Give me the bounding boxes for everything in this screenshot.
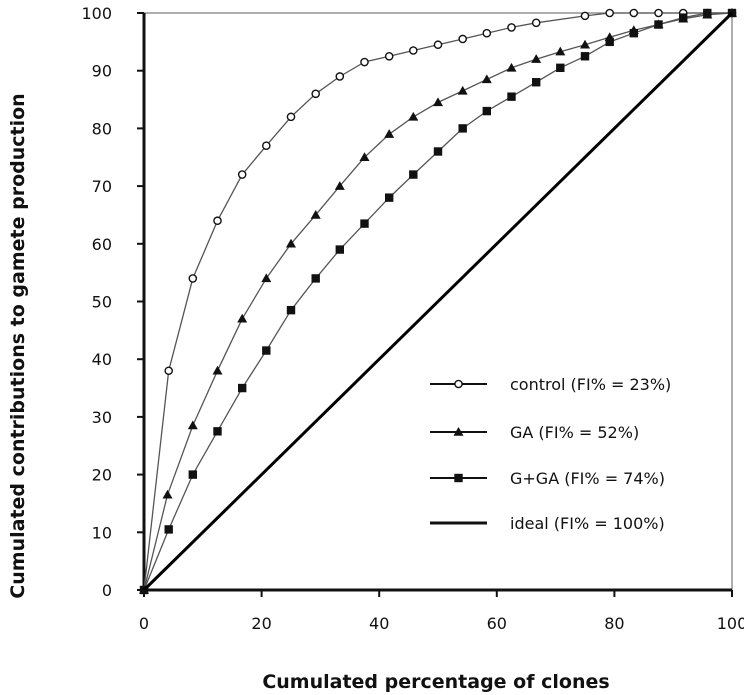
data-point: [164, 525, 173, 534]
series-line: [142, 11, 734, 592]
data-point: [335, 245, 345, 254]
data-point: [580, 39, 590, 49]
series-layer: [139, 8, 737, 595]
data-point: [286, 112, 296, 122]
data-point: [311, 89, 320, 99]
y-axis: 0 10 20 30 40 50 60 70 80 90 100: [81, 4, 144, 600]
data-point: [506, 62, 517, 72]
data-point: [555, 46, 566, 56]
data-point: [556, 63, 565, 73]
data-point: [188, 274, 198, 283]
data-point: [629, 28, 639, 38]
series-g-ga: [139, 8, 737, 595]
data-point: [507, 92, 516, 101]
x-tick-label: 40: [369, 614, 389, 633]
data-point: [654, 20, 663, 29]
data-point: [433, 40, 443, 50]
data-point: [580, 11, 590, 21]
x-tick-label: 0: [139, 614, 149, 633]
data-point: [311, 274, 320, 283]
data-point: [213, 427, 222, 436]
data-point: [237, 383, 247, 393]
data-point: [605, 37, 614, 47]
data-point: [580, 52, 590, 61]
data-point: [262, 346, 271, 355]
data-point: [359, 152, 370, 161]
data-point: [187, 420, 198, 430]
legend-label: ideal (FI% = 100%): [510, 514, 665, 533]
data-point: [261, 273, 272, 283]
legend-item: GA (FI% = 52%): [430, 423, 639, 442]
data-point: [458, 124, 467, 133]
data-point: [481, 74, 492, 84]
data-point: [188, 470, 198, 479]
data-point: [164, 366, 173, 376]
legend-label: control (FI% = 23%): [510, 375, 671, 394]
legend-item: ideal (FI% = 100%): [430, 514, 665, 533]
legend-marker: [454, 379, 463, 389]
legend-item: control (FI% = 23%): [430, 375, 671, 394]
x-tick-label: 20: [251, 614, 271, 633]
x-axis: 0 20 40 60 80 100: [139, 590, 744, 633]
y-tick-label: 50: [92, 293, 112, 312]
legend-label: G+GA (FI% = 74%): [510, 469, 665, 488]
series-ideal: [142, 11, 734, 592]
x-axis-title: Cumulated percentage of clones: [262, 671, 609, 693]
data-point: [335, 72, 345, 81]
data-point: [384, 51, 394, 61]
data-point: [360, 57, 369, 67]
data-point: [629, 8, 639, 18]
data-point: [531, 18, 541, 28]
data-point: [531, 78, 541, 87]
data-point: [457, 85, 468, 95]
data-point: [237, 313, 248, 323]
x-tick-label: 60: [487, 614, 507, 633]
y-tick-label: 20: [92, 466, 112, 485]
y-tick-label: 0: [102, 581, 112, 600]
data-point: [162, 489, 173, 499]
legend-item: G+GA (FI% = 74%): [430, 469, 665, 488]
data-point: [433, 97, 443, 107]
y-tick-label: 80: [92, 119, 112, 138]
data-point: [212, 365, 223, 375]
data-point: [409, 170, 418, 179]
y-tick-label: 70: [92, 177, 112, 196]
data-point: [531, 54, 542, 63]
y-tick-label: 40: [92, 350, 112, 369]
data-point: [703, 8, 712, 18]
data-point: [262, 141, 271, 151]
data-point: [384, 193, 394, 202]
data-point: [482, 106, 492, 116]
data-point: [286, 305, 296, 315]
data-point: [360, 219, 369, 228]
legend-marker: [454, 473, 463, 483]
data-point: [458, 34, 467, 44]
data-point: [213, 216, 222, 226]
legend-label: GA (FI% = 52%): [510, 423, 639, 442]
data-point: [286, 238, 296, 248]
y-tick-label: 90: [92, 62, 112, 81]
data-point: [408, 111, 419, 121]
data-point: [678, 13, 688, 22]
y-tick-label: 60: [92, 235, 112, 254]
data-point: [433, 147, 443, 156]
data-point: [654, 8, 663, 18]
x-tick-label: 80: [604, 614, 624, 633]
data-point: [482, 28, 492, 38]
data-point: [334, 181, 345, 190]
y-tick-label: 30: [92, 408, 112, 427]
legend-marker: [453, 427, 464, 436]
data-point: [237, 170, 247, 179]
data-point: [605, 8, 614, 18]
y-axis-title: Cumulated contributions to gamete produc…: [7, 93, 29, 598]
data-point: [310, 209, 321, 219]
legend: control (FI% = 23%) GA (FI% = 52%) G+GA (F…: [430, 375, 671, 533]
data-point: [384, 129, 395, 138]
data-point: [409, 46, 418, 55]
y-tick-label: 10: [92, 523, 112, 542]
y-tick-label: 100: [81, 4, 112, 23]
data-point: [507, 23, 516, 32]
x-tick-label: 100: [717, 614, 744, 633]
